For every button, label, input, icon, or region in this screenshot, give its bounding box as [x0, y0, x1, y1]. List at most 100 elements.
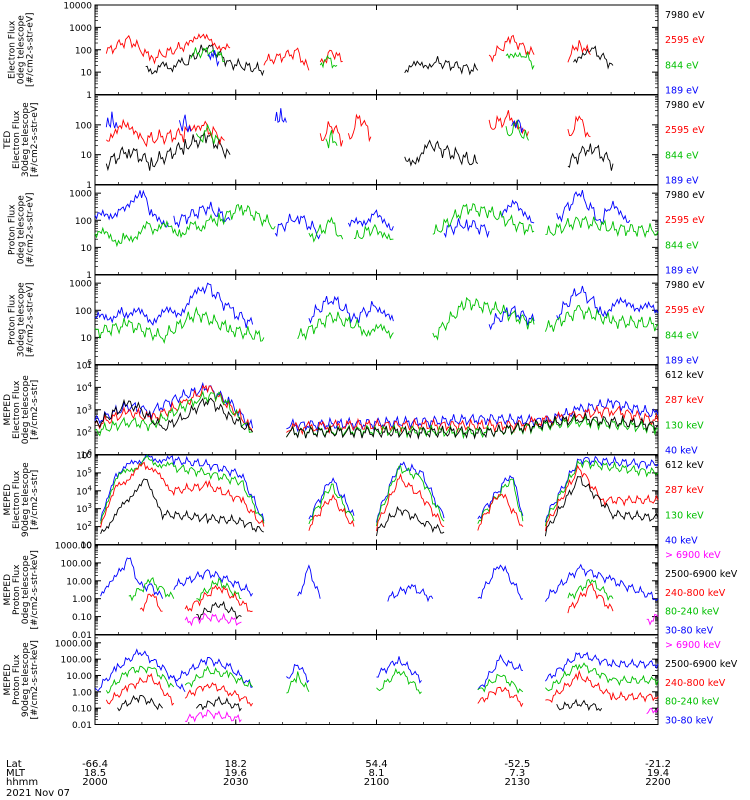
y-axis-label: MEPED: [3, 394, 13, 426]
y-tick-label: 1000.00: [55, 542, 92, 552]
legend-entry: 189 eV: [665, 266, 699, 277]
legend-entry: 189 eV: [665, 176, 699, 187]
panel-2: 1 10 100 TED Electron Flux 30deg telescope [#/…: [3, 94, 705, 191]
legend-entry: 30-80 keV: [665, 626, 714, 637]
y-tick-label: 105: [76, 466, 92, 479]
y-axis-label: [#/cm2-s-str]: [30, 380, 40, 440]
series-line: [347, 209, 394, 231]
legend-entry: 30-80 keV: [665, 716, 714, 727]
axis-row-label-mlt: MLT: [6, 768, 26, 779]
legend-entry: 2595 eV: [665, 305, 705, 316]
time-axis-value: 2200: [645, 777, 670, 788]
series-line: [184, 612, 242, 627]
y-tick-label: 1000: [69, 24, 92, 34]
y-axis-label: 30deg telescope: [21, 102, 31, 177]
legend-entry: 2595 eV: [665, 215, 705, 226]
time-axis-value: 19.6: [225, 768, 247, 779]
series-line: [545, 662, 659, 692]
y-tick-label: 102: [76, 426, 92, 439]
series-line: [105, 33, 231, 65]
series-line: [105, 111, 118, 129]
y-tick-label: 1.00: [72, 688, 92, 698]
series-line: [567, 582, 614, 614]
series-line: [196, 600, 242, 621]
series-line: [477, 564, 524, 600]
series-line: [178, 114, 192, 133]
series-line: [544, 464, 659, 532]
y-tick-label: 1000: [69, 190, 92, 200]
legend-entry: 240-800 keV: [665, 678, 726, 689]
y-axis-label: Proton Flux: [8, 204, 18, 255]
series-line: [544, 304, 659, 332]
series-line: [297, 311, 394, 341]
time-axis-value: 2030: [223, 777, 248, 788]
series-line: [477, 686, 524, 708]
y-axis-label: MEPED: [3, 484, 13, 516]
y-tick-label: 0.10: [72, 705, 92, 715]
series-line: [545, 563, 659, 602]
y-tick-label: 104: [76, 381, 92, 394]
series-line: [545, 669, 659, 704]
y-axis-label: Electron Flux: [12, 380, 22, 439]
series-line: [488, 110, 529, 138]
series-line: [94, 384, 254, 433]
y-axis-label: 30deg telescope: [17, 282, 27, 357]
time-axis-value: 18.5: [84, 768, 106, 779]
series-line: [263, 47, 310, 71]
y-axis-label: 0deg telescope: [17, 195, 27, 265]
series-line: [100, 557, 164, 599]
series-line: [545, 651, 659, 682]
panel-8: 0.01 0.10 1.00 10.00 100.00 1000.00 MEPED Proto…: [3, 634, 738, 731]
series-line: [432, 203, 535, 236]
legend-entry: 7980 eV: [665, 100, 705, 111]
y-axis-label: [#/cm2-s-str-eV]: [30, 102, 40, 177]
series-line: [488, 34, 535, 63]
panel-7: 0.01 0.10 1.00 10.00 100.00 1000.00 MEPED Proto…: [3, 542, 738, 642]
y-axis-label: MEPED: [3, 664, 13, 696]
y-axis-label: Proton Flux: [12, 564, 22, 615]
y-tick-label: 100.00: [61, 656, 93, 666]
legend-entry: 189 eV: [665, 356, 699, 367]
series-line: [376, 667, 422, 695]
series-line: [105, 673, 175, 706]
legend-entry: 80-240 keV: [665, 607, 720, 618]
legend-entry: 240-800 keV: [665, 588, 726, 599]
legend-entry: 189 eV: [665, 86, 699, 97]
y-tick-label: 10000: [63, 2, 92, 12]
series-line: [308, 295, 394, 325]
series-line: [105, 131, 231, 172]
series-line: [128, 576, 175, 602]
legend-entry: 7980 eV: [665, 280, 705, 291]
series-line: [477, 654, 524, 691]
legend-entry: > 6900 keV: [665, 640, 721, 651]
time-axis-value: 18.2: [225, 759, 247, 770]
y-tick-label: 1.00: [72, 595, 92, 605]
time-axis-value: 54.4: [365, 759, 387, 770]
series-line: [308, 493, 355, 531]
series-line: [353, 223, 394, 241]
legend-entry: 40 keV: [665, 536, 698, 547]
y-tick-label: 103: [76, 403, 92, 416]
time-axis-value: 19.4: [647, 768, 669, 779]
series-line: [274, 213, 321, 240]
series-line: [173, 201, 231, 229]
legend-entry: 2595 eV: [665, 125, 705, 136]
y-tick-label: 0.10: [72, 613, 92, 623]
legend-entry: 844 eV: [665, 150, 699, 161]
time-axis-value: 7.3: [509, 768, 525, 779]
time-axis-value: -52.5: [504, 759, 530, 770]
series-line: [94, 397, 253, 433]
series-line: [432, 296, 535, 341]
series-line: [567, 115, 591, 138]
series-line: [347, 113, 372, 143]
series-line: [105, 665, 175, 694]
series-line: [184, 682, 253, 707]
legend-entry: 2595 eV: [665, 35, 705, 46]
y-tick-label: 1: [86, 271, 92, 281]
series-line: [286, 415, 659, 440]
y-axis-label: [#/cm2-s-str-keV]: [30, 550, 40, 629]
y-axis-label: 0deg telescope: [17, 15, 27, 85]
